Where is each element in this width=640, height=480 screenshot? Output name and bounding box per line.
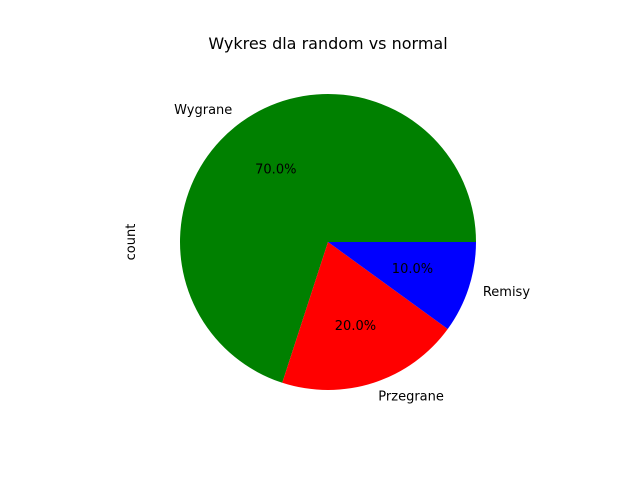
pie-slice-przegrane: [282, 242, 448, 390]
pie-slice-wygrane: [180, 94, 476, 383]
slice-percent-przegrane: 20.0%: [335, 319, 376, 334]
y-axis-label: count: [124, 224, 139, 261]
slice-label-wygrane: Wygrane: [174, 103, 232, 118]
slice-percent-remisy: 10.0%: [392, 262, 433, 277]
slice-percent-wygrane: 70.0%: [255, 163, 296, 178]
slice-label-przegrane: Przegrane: [378, 389, 444, 404]
slice-label-remisy: Remisy: [483, 285, 530, 300]
pie-slice-remisy: [328, 242, 476, 329]
chart-title: Wykres dla random vs normal: [208, 34, 447, 53]
pie-labels: Wygrane 70.0% Przegrane 20.0% Remisy 10.0%: [174, 103, 530, 405]
pie-slices: [180, 94, 476, 390]
